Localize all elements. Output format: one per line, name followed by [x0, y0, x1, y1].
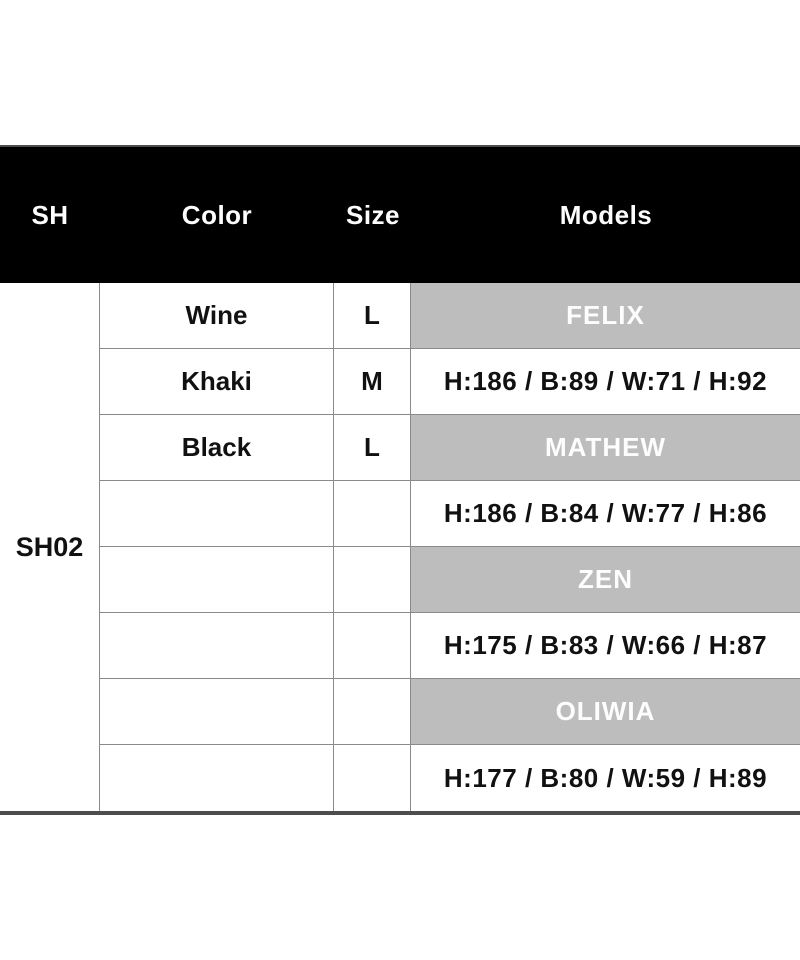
size-cell: M	[334, 349, 411, 414]
measurements-cell: H:186 / B:84 / W:77 / H:86	[443, 498, 768, 528]
model-name-cell: FELIX	[411, 283, 800, 348]
size-cell: L	[334, 283, 411, 348]
size-chart-table: SH Color Size Models SH02 Wine L FELIX K…	[0, 145, 800, 815]
header-cell-size: Size	[345, 199, 401, 230]
color-cell	[100, 679, 334, 744]
header-cell-models: Models	[559, 199, 653, 230]
color-cell	[100, 613, 334, 678]
model-name-cell: OLIWIA	[411, 679, 800, 744]
table-row: H:186 / B:84 / W:77 / H:86	[100, 481, 800, 547]
product-id-cell: SH02	[0, 283, 100, 811]
header-cell-sh: SH	[31, 199, 69, 230]
table-row: H:175 / B:83 / W:66 / H:87	[100, 613, 800, 679]
size-cell	[334, 679, 411, 744]
model-name-cell: ZEN	[411, 547, 800, 612]
table-row: ZEN	[100, 547, 800, 613]
table-row: H:177 / B:80 / W:59 / H:89	[100, 745, 800, 811]
table-row: Black L MATHEW	[100, 415, 800, 481]
size-cell	[334, 613, 411, 678]
size-cell	[334, 745, 411, 811]
color-cell: Wine	[100, 283, 334, 348]
table-row: Wine L FELIX	[100, 283, 800, 349]
size-cell: L	[334, 415, 411, 480]
color-cell: Khaki	[100, 349, 334, 414]
model-name-cell: MATHEW	[411, 415, 800, 480]
color-cell	[100, 745, 334, 811]
size-cell	[334, 481, 411, 546]
color-cell: Black	[100, 415, 334, 480]
measurements-cell: H:175 / B:83 / W:66 / H:87	[443, 630, 768, 660]
table-header-row: SH Color Size Models	[0, 145, 800, 283]
table-rows: Wine L FELIX Khaki M H:186 / B:89 / W:71…	[100, 283, 800, 811]
table-row: Khaki M H:186 / B:89 / W:71 / H:92	[100, 349, 800, 415]
color-cell	[100, 547, 334, 612]
measurements-cell: H:177 / B:80 / W:59 / H:89	[443, 762, 768, 793]
measurements-cell: H:186 / B:89 / W:71 / H:92	[443, 366, 768, 396]
table-row: OLIWIA	[100, 679, 800, 745]
table-body: SH02 Wine L FELIX Khaki M H:186 / B:89 /…	[0, 283, 800, 815]
color-cell	[100, 481, 334, 546]
size-cell	[334, 547, 411, 612]
header-cell-color: Color	[181, 199, 253, 230]
